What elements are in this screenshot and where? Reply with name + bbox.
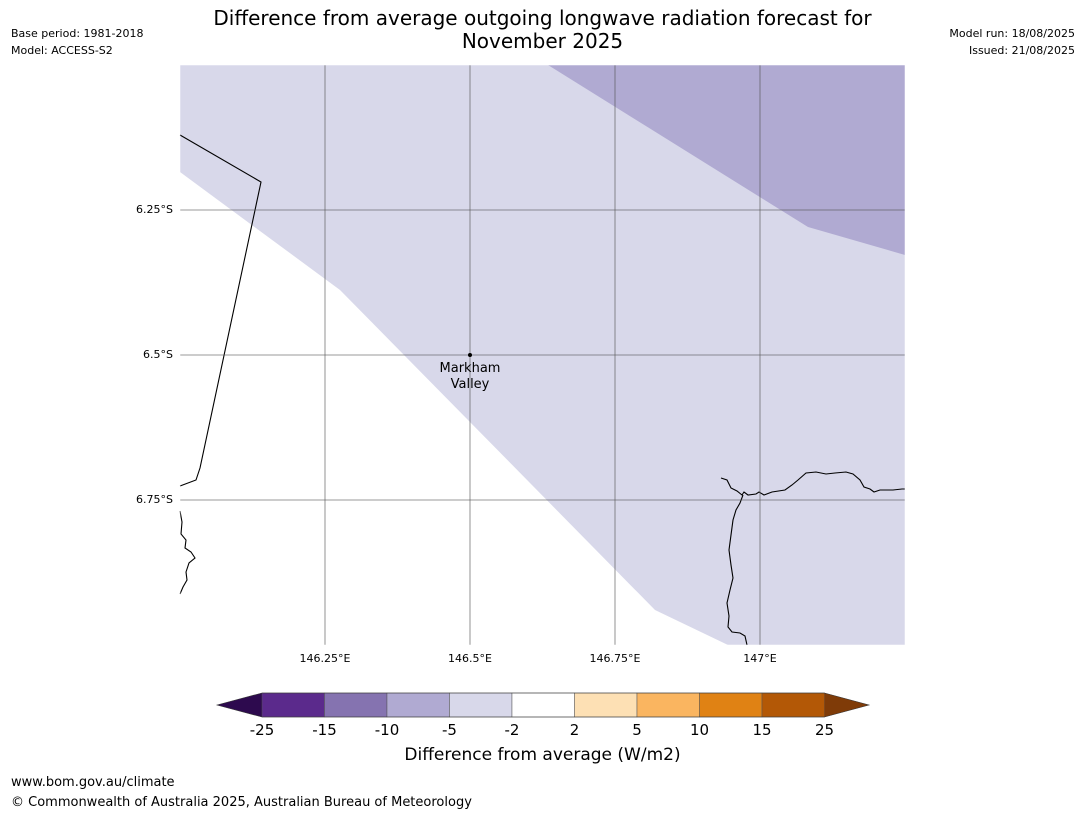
colorbar-tick-label: 10	[690, 721, 709, 739]
lat-tick-label: 6.25°S	[136, 203, 173, 216]
lat-tick-label: 6.5°S	[143, 348, 173, 361]
lat-tick-label: 6.75°S	[136, 493, 173, 506]
coastline	[179, 134, 905, 646]
colorbar-tick-label: -2	[505, 721, 520, 739]
colorbar-bin	[574, 692, 638, 718]
colorbar-bin	[511, 692, 575, 718]
colorbar-tick-label: -10	[375, 721, 400, 739]
footer-copyright: © Commonwealth of Australia 2025, Austra…	[11, 795, 472, 810]
map-title: Difference from average outgoing longwav…	[0, 7, 1085, 53]
colorbar-tick-label: 15	[752, 721, 771, 739]
title-line-2: November 2025	[461, 29, 624, 53]
colorbar-bin	[386, 692, 450, 718]
colorbar-bin	[449, 692, 513, 718]
model-info: Base period: 1981-2018 Model: ACCESS-S2	[11, 25, 143, 59]
colorbar-max-arrow	[824, 693, 869, 717]
lon-tick-label: 146.25°E	[300, 652, 351, 665]
graticule	[180, 65, 905, 645]
model-run-text: Model run: 18/08/2025	[949, 27, 1075, 40]
location-label-line-2: Valley	[451, 377, 490, 392]
location-label-line-1: Markham	[440, 361, 501, 376]
issued-text: Issued: 21/08/2025	[968, 44, 1075, 57]
colorbar-min-arrow	[217, 693, 262, 717]
map-frame	[179, 64, 906, 646]
latitude-labels: 6.25°S 6.5°S 6.75°S	[136, 203, 173, 506]
location-dot	[468, 353, 472, 357]
forecast-map: Markham Valley 6.25°S 6.5°S 6.75°S 146.2…	[136, 64, 906, 739]
colorbar-bin	[636, 692, 700, 718]
run-info: Model run: 18/08/2025 Issued: 21/08/2025	[949, 25, 1075, 59]
colorbar-tick-label: 5	[632, 721, 642, 739]
colorbar-outline	[215, 692, 871, 718]
location-marker-markham-valley: Markham Valley	[440, 353, 501, 392]
longitude-labels: 146.25°E 146.5°E 146.75°E 147°E	[300, 652, 777, 665]
lon-tick-label: 146.5°E	[448, 652, 492, 665]
colorbar-tick-label: 2	[570, 721, 580, 739]
title-line-1: Difference from average outgoing longwav…	[213, 6, 872, 30]
colorbar-bin	[761, 692, 825, 718]
colorbar-bin	[261, 692, 325, 718]
colorbar-ticks: -25 -15 -10 -5 -2 2 5 10 15 25	[250, 721, 834, 739]
lon-tick-label: 146.75°E	[590, 652, 641, 665]
band-minus10-minus5-fill	[548, 65, 905, 255]
colorbar-bin	[699, 692, 763, 718]
colorbar: -25 -15 -10 -5 -2 2 5 10 15 25	[215, 692, 871, 739]
colorbar-tick-label: 25	[815, 721, 834, 739]
model-text: Model: ACCESS-S2	[11, 44, 113, 57]
colorbar-bin	[324, 692, 388, 718]
colorbar-tick-label: -25	[250, 721, 275, 739]
footer-url-link[interactable]: www.bom.gov.au/climate	[11, 775, 175, 790]
colorbar-tick-label: -15	[312, 721, 337, 739]
base-period-text: Base period: 1981-2018	[11, 27, 144, 40]
colorbar-label: Difference from average (W/m2)	[404, 745, 681, 765]
lon-tick-label: 147°E	[743, 652, 776, 665]
colorbar-tick-label: -5	[442, 721, 457, 739]
